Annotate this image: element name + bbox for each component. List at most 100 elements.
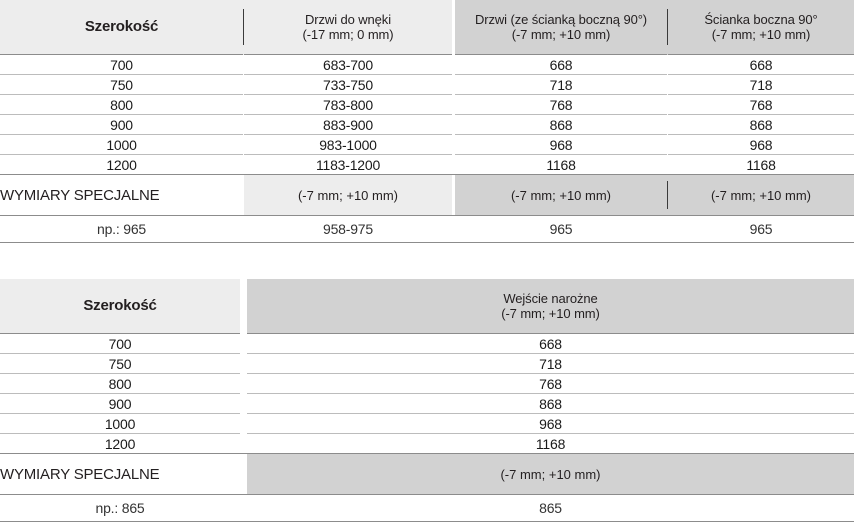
cell-door-with-panel: 768 xyxy=(455,94,667,115)
cell-door-with-panel: 668 xyxy=(455,54,667,75)
header-subtitle: (-7 mm; +10 mm) xyxy=(511,27,611,42)
cell-side-panel: 768 xyxy=(668,94,854,115)
cell-spacer xyxy=(240,373,247,394)
cell-width: 750 xyxy=(0,353,240,374)
cell-example-width: np.: 865 xyxy=(0,494,240,522)
table-row: 700 668 xyxy=(0,333,854,354)
cell-spacer xyxy=(667,114,668,135)
cell-spacer xyxy=(667,215,668,243)
header-drzwi-do-wneki: Drzwi do wnęki (-17 mm; 0 mm) xyxy=(244,0,452,55)
cell-recess-door: 983-1000 xyxy=(244,134,452,155)
cell-spacer xyxy=(667,54,668,75)
table-row: 1000 983-1000 968 968 xyxy=(0,134,854,155)
special-tolerance-corner-entry: (-7 mm; +10 mm) xyxy=(247,453,854,495)
cell-width: 1200 xyxy=(0,154,243,175)
vertical-rule-icon xyxy=(667,181,668,209)
header-title: Drzwi (ze ścianką boczną 90°) xyxy=(474,11,648,27)
cell-side-panel: 868 xyxy=(668,114,854,135)
cell-spacer xyxy=(667,94,668,115)
cell-recess-door: 733-750 xyxy=(244,74,452,95)
special-tolerance-door-with-panel: (-7 mm; +10 mm) xyxy=(455,174,667,216)
table-row: 1200 1183-1200 1168 1168 xyxy=(0,154,854,175)
header-drzwi-ze-scianka: Drzwi (ze ścianką boczną 90°) (-7 mm; +1… xyxy=(455,0,667,55)
cell-width: 1200 xyxy=(0,433,240,454)
example-row: np.: 965 958-975 965 965 xyxy=(0,215,854,243)
special-dimensions-label: WYMIARY SPECJALNE xyxy=(0,453,240,495)
cell-spacer xyxy=(243,74,244,95)
cell-door-with-panel: 1168 xyxy=(455,154,667,175)
cell-side-panel: 1168 xyxy=(668,154,854,175)
cell-recess-door: 783-800 xyxy=(244,94,452,115)
example-row: np.: 865 865 xyxy=(0,494,854,522)
header-subtitle: (-7 mm; +10 mm) xyxy=(501,306,600,321)
table-row: 750 733-750 718 718 xyxy=(0,74,854,95)
table-row: 800 783-800 768 768 xyxy=(0,94,854,115)
special-dimensions-label: WYMIARY SPECJALNE xyxy=(0,174,243,216)
cell-spacer xyxy=(452,215,455,243)
cell-spacer xyxy=(243,114,244,135)
tolerance-box: (-7 mm; +10 mm) xyxy=(455,175,667,215)
cell-spacer xyxy=(243,174,244,216)
cell-spacer xyxy=(240,353,247,374)
cell-spacer xyxy=(452,94,455,115)
cell-spacer xyxy=(240,333,247,354)
cell-example-door-with-panel: 965 xyxy=(455,215,667,243)
cell-spacer xyxy=(452,154,455,175)
cell-example-width: np.: 965 xyxy=(0,215,243,243)
cell-spacer xyxy=(243,54,244,75)
header-szerokosc-2: Szerokość xyxy=(0,279,240,334)
table-row: 1200 1168 xyxy=(0,433,854,454)
cell-spacer xyxy=(240,453,247,495)
table-2-header: Szerokość Wejście narożne (-7 mm; +10 mm… xyxy=(0,279,854,334)
cell-spacer xyxy=(452,54,455,75)
cell-door-with-panel: 968 xyxy=(455,134,667,155)
cell-width: 1000 xyxy=(0,413,240,434)
cell-corner-entry: 868 xyxy=(247,393,854,414)
cell-door-with-panel: 868 xyxy=(455,114,667,135)
cell-corner-entry: 968 xyxy=(247,413,854,434)
special-divider xyxy=(667,174,668,216)
table-row: 900 883-900 868 868 xyxy=(0,114,854,135)
cell-corner-entry: 668 xyxy=(247,333,854,354)
special-tolerance-side-panel: (-7 mm; +10 mm) xyxy=(668,174,854,216)
special-dimensions-row: WYMIARY SPECJALNE (-7 mm; +10 mm) (-7 mm… xyxy=(0,174,854,216)
tolerance-box: (-7 mm; +10 mm) xyxy=(668,175,854,215)
table-row: 900 868 xyxy=(0,393,854,414)
table-gap xyxy=(0,255,854,279)
header-title: Wejście narożne xyxy=(503,290,598,306)
special-tolerance-recess-door: (-7 mm; +10 mm) xyxy=(244,174,452,216)
header-szerokosc: Szerokość xyxy=(0,0,243,55)
header-divider-2 xyxy=(667,0,668,55)
table-row: 700 683-700 668 668 xyxy=(0,54,854,75)
cell-width: 1000 xyxy=(0,134,243,155)
header-gap-1 xyxy=(452,0,455,55)
table-2-body: 700 668 750 718 800 768 900 868 1000 xyxy=(0,333,854,522)
cell-spacer xyxy=(243,94,244,115)
header-gap-2 xyxy=(240,279,247,334)
special-dimensions-row: WYMIARY SPECJALNE (-7 mm; +10 mm) xyxy=(0,453,854,495)
table-1-body: 700 683-700 668 668 750 733-750 718 718 … xyxy=(0,54,854,243)
table-1-header: Szerokość Drzwi do wnęki (-17 mm; 0 mm) … xyxy=(0,0,854,55)
header-subtitle: (-7 mm; +10 mm) xyxy=(711,27,811,42)
tolerance-box: (-7 mm; +10 mm) xyxy=(247,454,854,494)
table-row: 750 718 xyxy=(0,353,854,374)
cell-width: 800 xyxy=(0,94,243,115)
header-title: Ścianka boczna 90° xyxy=(704,11,818,27)
cell-spacer xyxy=(667,154,668,175)
header-wejscie-narozne: Wejście narożne (-7 mm; +10 mm) xyxy=(247,279,854,334)
table-row: 1000 968 xyxy=(0,413,854,434)
cell-side-panel: 968 xyxy=(668,134,854,155)
shower-dimensions-table-2: Szerokość Wejście narożne (-7 mm; +10 mm… xyxy=(0,279,854,522)
header-title: Drzwi do wnęki xyxy=(304,11,391,27)
cell-spacer xyxy=(667,134,668,155)
cell-corner-entry: 718 xyxy=(247,353,854,374)
header-divider-1 xyxy=(243,0,244,55)
cell-spacer xyxy=(240,393,247,414)
cell-spacer xyxy=(240,433,247,454)
cell-example-recess-door: 958-975 xyxy=(244,215,452,243)
cell-width: 700 xyxy=(0,54,243,75)
table-row: 800 768 xyxy=(0,373,854,394)
cell-side-panel: 718 xyxy=(668,74,854,95)
cell-recess-door: 1183-1200 xyxy=(244,154,452,175)
